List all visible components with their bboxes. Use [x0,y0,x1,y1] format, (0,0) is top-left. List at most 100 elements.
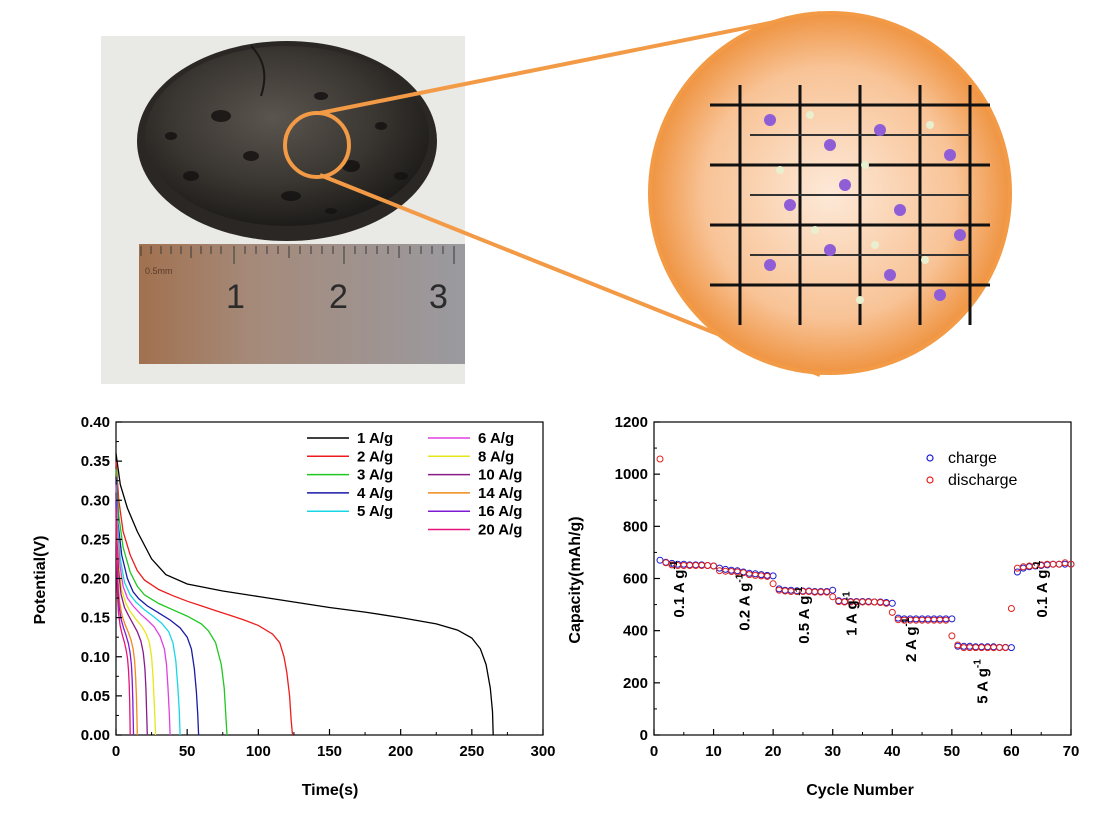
rate-label-main: 1 A g [844,600,861,636]
rate-label-text: 1 A g-1 [842,591,861,636]
legend-label: 1 A/g [357,430,393,447]
y-ticks [116,421,122,736]
discharge-point [823,588,831,596]
charge-point [1013,568,1021,576]
discharge-point [763,572,771,580]
x-ticks [653,729,1072,735]
x-tick-label: 0 [650,743,658,760]
x-axis-label: Time(s) [302,782,359,799]
rate-label-text: 0.5 A g-1 [794,586,813,643]
discharge-point [656,455,664,463]
x-tick-label: 150 [317,743,342,760]
y-tick-labels: 0.00 0.05 0.10 0.15 0.20 0.25 0.30 0.35 0.40 [81,414,110,744]
rate-label: 5 A g-1 [973,659,992,704]
discharge-curves-chart: 0 50 100 150 200 250 300 0.000.050.100.150.200… [32,414,556,799]
ruler-label-2: 2 [329,278,348,316]
legend: charge discharge [926,450,1017,489]
rate-label: 0.5 A g-1 [794,586,813,643]
y-tick-label: 1200 [615,414,648,431]
y-tick-label: 0.15 [81,610,110,627]
x-tick-label: 0 [112,743,120,760]
series-line-3 [115,468,228,736]
carbon-network-structure [710,85,990,325]
x-axis-label: Cycle Number [806,782,914,799]
series-line-7 [115,492,157,736]
rate-label-main: 2 A g [903,626,920,662]
y-tick-label: 1000 [615,466,648,483]
discharge-point [662,559,670,567]
discharge-point [1067,560,1075,568]
rate-label: 0.1 A g-1 [1032,560,1051,617]
x-tick-label: 30 [824,743,841,760]
series-line-2 [115,461,294,736]
discharge-point [710,562,718,570]
x-tick-label: 200 [388,743,413,760]
discharge-point [882,599,890,607]
y-tick-label: 0.05 [81,688,110,705]
rate-label-superscript: -1 [1032,560,1043,569]
x-tick-labels: 0 50 100 150 200 250 300 [112,743,556,760]
x-tick-label: 70 [1063,743,1080,760]
rate-label-text: 0.1 A g-1 [1032,560,1051,617]
zoom-circle [648,11,1012,375]
charge-point [656,556,664,564]
y-tick-label: 0.25 [81,531,110,548]
discharge-point [704,562,712,569]
charge-point [829,586,837,594]
x-tick-label: 10 [705,743,722,760]
rate-label-superscript: -1 [842,591,853,600]
discharge-point [829,593,837,601]
charge-point [948,615,956,623]
legend-label: 4 A/g [357,485,393,502]
x-tick-label: 40 [884,743,901,760]
rate-label-main: 0.5 A g [796,596,813,644]
y-tick-labels: 0 200 400 600 800 1000 1200 [615,414,648,744]
discharge-point [1002,644,1009,652]
rate-label-superscript: -1 [669,560,680,569]
rate-label-superscript: -1 [794,586,805,595]
charge-point [888,599,896,607]
discharge-point [996,644,1003,652]
discharge-point [1049,560,1057,568]
y-tick-label: 0.20 [81,571,110,588]
y-tick-label: 0.40 [81,414,110,431]
series-line-8 [115,492,148,736]
legend-label: 10 A/g [478,467,522,484]
rate-annotations: 0.1 A g-10.2 A g-10.5 A g-11 A g-12 A g-… [669,560,1051,704]
legend-label: charge [948,450,997,467]
legend-label: 16 A/g [478,503,522,520]
rate-label: 1 A g-1 [842,591,861,636]
rate-capability-chart: 0 10 20 30 40 50 60 70 0 200 400 600 800 1000 1200 0.… [567,414,1080,799]
plot-area: 0 50 100 150 200 250 300 0.000.050.100.150.200… [81,414,556,760]
legend-label: 2 A/g [357,448,393,465]
rate-label-main: 0.1 A g [671,570,688,618]
zoom-callout [283,11,1012,377]
ruler-label-3: 3 [429,278,448,316]
ion-particles [764,111,966,304]
legend-label: discharge [948,472,1017,489]
legend-label: 8 A/g [478,448,514,465]
x-tick-label: 100 [246,743,271,760]
series-line-6 [115,484,171,736]
magnifier-ring [283,111,351,179]
rate-label: 0.1 A g-1 [669,560,688,617]
y-tick-label: 0.35 [81,453,110,470]
x-tick-label: 300 [530,743,555,760]
discharge-point [870,598,878,606]
legend: 1 A/g2 A/g 3 A/g4 A/g5 A/g 6 A/g8 A/g 10 A/… [307,430,522,539]
y-axis-label: Potential(V) [32,536,49,625]
discharge-point [769,580,777,588]
ruler-label-1: 1 [226,278,245,316]
y-tick-label: 200 [623,675,648,692]
charge-point [1007,644,1015,652]
x-tick-label: 50 [179,743,196,760]
x-tick-labels: 0 10 20 30 40 50 60 70 [650,743,1080,760]
x-tick-label: 20 [765,743,782,760]
legend-label: 6 A/g [478,430,514,447]
y-tick-label: 400 [623,623,648,640]
rate-label-text: 5 A g-1 [973,659,992,704]
series-line-11 [115,508,131,736]
rate-label-main: 0.2 A g [736,583,753,631]
y-tick-label: 0.00 [81,727,110,744]
y-tick-label: 0 [640,727,648,744]
